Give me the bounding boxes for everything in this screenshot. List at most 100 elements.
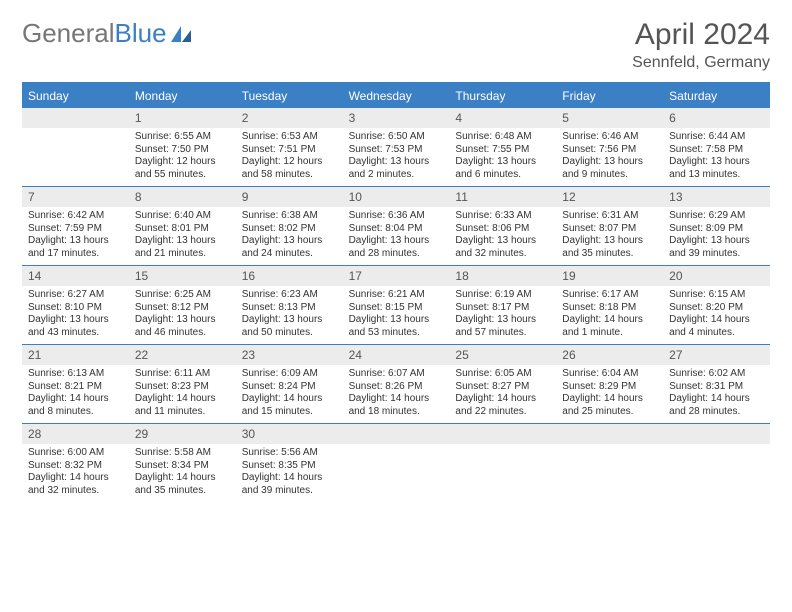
daylight-text-1: Daylight: 13 hours [28, 235, 123, 248]
daylight-text-2: and 28 minutes. [669, 406, 764, 419]
calendar-grid: SundayMondayTuesdayWednesdayThursdayFrid… [22, 82, 770, 502]
sunrise-text: Sunrise: 6:21 AM [349, 289, 444, 302]
day-number-cell: 18 [449, 266, 556, 286]
sunrise-text: Sunrise: 5:58 AM [135, 447, 230, 460]
sunset-text: Sunset: 8:32 PM [28, 460, 123, 473]
daylight-text-1: Daylight: 13 hours [349, 314, 444, 327]
daylight-text-2: and 50 minutes. [242, 327, 337, 340]
dayname-header: Wednesday [343, 84, 450, 108]
sunrise-text: Sunrise: 6:02 AM [669, 368, 764, 381]
day-number-cell: 2 [236, 108, 343, 128]
day-data-cell [343, 444, 450, 502]
dayname-header: Tuesday [236, 84, 343, 108]
daylight-text-1: Daylight: 13 hours [242, 314, 337, 327]
day-data-cell: Sunrise: 6:21 AMSunset: 8:15 PMDaylight:… [343, 286, 450, 344]
daylight-text-2: and 8 minutes. [28, 406, 123, 419]
day-number-cell [449, 424, 556, 444]
daylight-text-2: and 32 minutes. [455, 248, 550, 261]
sunset-text: Sunset: 8:01 PM [135, 223, 230, 236]
dayname-header: Thursday [449, 84, 556, 108]
day-data-cell: Sunrise: 6:31 AMSunset: 8:07 PMDaylight:… [556, 207, 663, 265]
daylight-text-2: and 46 minutes. [135, 327, 230, 340]
sunrise-text: Sunrise: 6:25 AM [135, 289, 230, 302]
sunset-text: Sunset: 8:35 PM [242, 460, 337, 473]
sunrise-text: Sunrise: 6:11 AM [135, 368, 230, 381]
sunrise-text: Sunrise: 6:55 AM [135, 131, 230, 144]
location: Sennfeld, Germany [632, 54, 770, 72]
daylight-text-1: Daylight: 14 hours [669, 314, 764, 327]
sunrise-text: Sunrise: 6:00 AM [28, 447, 123, 460]
daylight-text-1: Daylight: 13 hours [349, 156, 444, 169]
day-number-cell: 9 [236, 187, 343, 207]
daylight-text-2: and 4 minutes. [669, 327, 764, 340]
sunrise-text: Sunrise: 6:07 AM [349, 368, 444, 381]
daylight-text-1: Daylight: 14 hours [455, 393, 550, 406]
day-number-cell: 7 [22, 187, 129, 207]
daylight-text-1: Daylight: 14 hours [242, 472, 337, 485]
day-data-cell: Sunrise: 6:44 AMSunset: 7:58 PMDaylight:… [663, 128, 770, 186]
day-number-cell: 11 [449, 187, 556, 207]
day-data-cell [663, 444, 770, 502]
sunset-text: Sunset: 8:10 PM [28, 302, 123, 315]
dayname-header: Monday [129, 84, 236, 108]
day-number-cell: 17 [343, 266, 450, 286]
sunrise-text: Sunrise: 6:17 AM [562, 289, 657, 302]
daylight-text-2: and 55 minutes. [135, 169, 230, 182]
sunrise-text: Sunrise: 6:53 AM [242, 131, 337, 144]
daylight-text-1: Daylight: 14 hours [242, 393, 337, 406]
daylight-text-2: and 58 minutes. [242, 169, 337, 182]
sunset-text: Sunset: 8:12 PM [135, 302, 230, 315]
sunrise-text: Sunrise: 6:33 AM [455, 210, 550, 223]
day-data-cell: Sunrise: 6:05 AMSunset: 8:27 PMDaylight:… [449, 365, 556, 423]
sunrise-text: Sunrise: 6:27 AM [28, 289, 123, 302]
sunset-text: Sunset: 8:34 PM [135, 460, 230, 473]
day-data-cell: Sunrise: 6:13 AMSunset: 8:21 PMDaylight:… [22, 365, 129, 423]
daylight-text-1: Daylight: 14 hours [28, 393, 123, 406]
day-number-cell: 6 [663, 108, 770, 128]
day-data-cell: Sunrise: 6:25 AMSunset: 8:12 PMDaylight:… [129, 286, 236, 344]
daylight-text-1: Daylight: 13 hours [135, 314, 230, 327]
header: GeneralBlue April 2024 Sennfeld, Germany [22, 18, 770, 72]
daylight-text-1: Daylight: 13 hours [28, 314, 123, 327]
daylight-text-2: and 39 minutes. [242, 485, 337, 498]
day-data-cell: Sunrise: 6:42 AMSunset: 7:59 PMDaylight:… [22, 207, 129, 265]
sunset-text: Sunset: 7:59 PM [28, 223, 123, 236]
daylight-text-2: and 43 minutes. [28, 327, 123, 340]
sunset-text: Sunset: 8:02 PM [242, 223, 337, 236]
logo-sail-icon [169, 24, 193, 44]
day-number-cell: 10 [343, 187, 450, 207]
daylight-text-2: and 57 minutes. [455, 327, 550, 340]
daylight-text-2: and 39 minutes. [669, 248, 764, 261]
sunset-text: Sunset: 7:51 PM [242, 144, 337, 157]
daylight-text-2: and 17 minutes. [28, 248, 123, 261]
day-number-cell: 14 [22, 266, 129, 286]
sunset-text: Sunset: 7:53 PM [349, 144, 444, 157]
daylight-text-2: and 32 minutes. [28, 485, 123, 498]
daylight-text-1: Daylight: 13 hours [562, 235, 657, 248]
sunrise-text: Sunrise: 5:56 AM [242, 447, 337, 460]
day-number-cell: 27 [663, 345, 770, 365]
day-data-cell: Sunrise: 6:46 AMSunset: 7:56 PMDaylight:… [556, 128, 663, 186]
day-data-cell: Sunrise: 6:53 AMSunset: 7:51 PMDaylight:… [236, 128, 343, 186]
day-data-cell [449, 444, 556, 502]
day-data-cell: Sunrise: 6:33 AMSunset: 8:06 PMDaylight:… [449, 207, 556, 265]
daylight-text-2: and 15 minutes. [242, 406, 337, 419]
sunrise-text: Sunrise: 6:36 AM [349, 210, 444, 223]
daylight-text-1: Daylight: 14 hours [135, 393, 230, 406]
sunrise-text: Sunrise: 6:23 AM [242, 289, 337, 302]
sunset-text: Sunset: 8:31 PM [669, 381, 764, 394]
sunset-text: Sunset: 8:18 PM [562, 302, 657, 315]
daylight-text-1: Daylight: 14 hours [562, 314, 657, 327]
day-number-cell: 15 [129, 266, 236, 286]
day-number-cell: 16 [236, 266, 343, 286]
sunset-text: Sunset: 8:06 PM [455, 223, 550, 236]
day-data-cell [22, 128, 129, 186]
sunrise-text: Sunrise: 6:42 AM [28, 210, 123, 223]
daylight-text-1: Daylight: 13 hours [242, 235, 337, 248]
daylight-text-1: Daylight: 13 hours [455, 235, 550, 248]
dayname-header: Sunday [22, 84, 129, 108]
day-data-cell: Sunrise: 6:48 AMSunset: 7:55 PMDaylight:… [449, 128, 556, 186]
day-data-cell: Sunrise: 6:02 AMSunset: 8:31 PMDaylight:… [663, 365, 770, 423]
daylight-text-1: Daylight: 14 hours [28, 472, 123, 485]
sunset-text: Sunset: 8:13 PM [242, 302, 337, 315]
